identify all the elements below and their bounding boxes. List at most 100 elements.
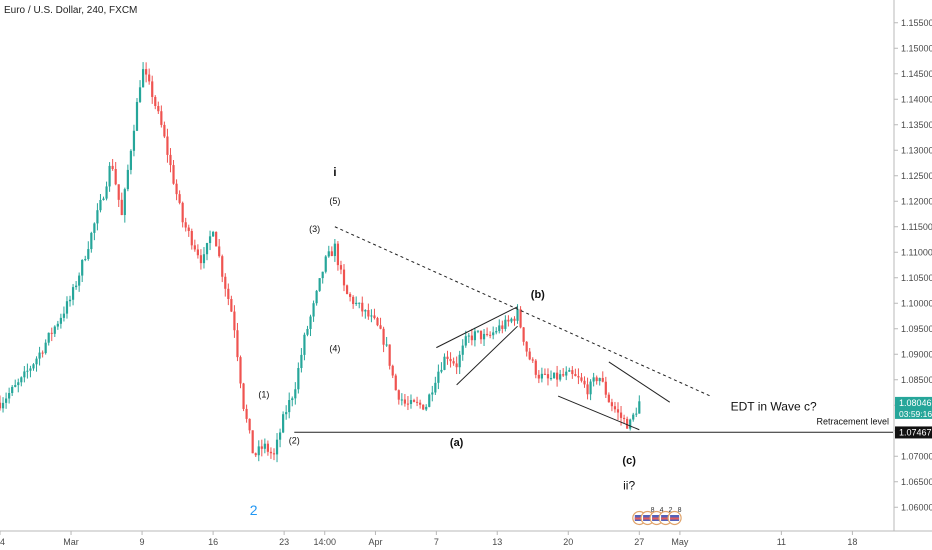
candle-body bbox=[574, 374, 577, 377]
candle-body bbox=[87, 249, 90, 260]
candle-body bbox=[123, 189, 126, 216]
candle-body bbox=[464, 336, 467, 346]
candle-body bbox=[62, 313, 66, 318]
candle-body bbox=[288, 400, 291, 413]
price-tick-label: 1.09000 bbox=[901, 349, 932, 359]
candle-body bbox=[126, 169, 129, 190]
candle-body bbox=[543, 373, 547, 375]
candle-body bbox=[35, 358, 38, 365]
candle-body bbox=[409, 400, 413, 404]
candle-body bbox=[129, 150, 133, 170]
candle-body bbox=[540, 373, 543, 379]
candle-body bbox=[519, 309, 522, 328]
candle-body bbox=[440, 369, 443, 372]
candle-body bbox=[586, 384, 589, 395]
candle-body bbox=[184, 222, 187, 228]
price-tick-label: 1.11500 bbox=[901, 222, 932, 232]
candle-body bbox=[327, 251, 330, 257]
price-tick-label: 1.12000 bbox=[901, 196, 932, 206]
candle-body bbox=[361, 302, 364, 312]
candle-body bbox=[120, 199, 123, 216]
candle-body bbox=[601, 377, 604, 382]
candle-body bbox=[592, 377, 595, 382]
candle-body bbox=[504, 319, 507, 329]
candle-body bbox=[352, 296, 355, 305]
candle-body bbox=[242, 383, 245, 409]
candle-body bbox=[297, 368, 300, 390]
candle-body bbox=[443, 356, 446, 370]
wave-label: (3) bbox=[309, 224, 320, 234]
price-tag-value: 1.08046 bbox=[899, 398, 932, 408]
candle-body bbox=[552, 372, 556, 379]
candle-body bbox=[632, 414, 635, 420]
candle-body bbox=[285, 412, 288, 415]
wave-label: (a) bbox=[450, 437, 464, 449]
candle-body bbox=[84, 259, 87, 261]
candle-body bbox=[312, 303, 315, 317]
candle-body bbox=[531, 359, 534, 361]
candle-body bbox=[71, 287, 75, 300]
event-flag-band bbox=[661, 517, 671, 520]
price-tick-label: 1.09500 bbox=[901, 324, 932, 334]
candle-body bbox=[537, 374, 540, 379]
candle-body bbox=[379, 325, 382, 329]
candle-body bbox=[458, 354, 461, 368]
price-tick-label: 1.12500 bbox=[901, 171, 932, 181]
candle-body bbox=[172, 165, 175, 184]
candle-body bbox=[282, 414, 285, 433]
time-tick-label: Mar bbox=[63, 537, 79, 547]
time-tick-label: 18 bbox=[847, 537, 857, 547]
candle-body bbox=[269, 451, 273, 454]
candle-body bbox=[525, 341, 528, 352]
candle-body bbox=[394, 375, 397, 391]
candle-body bbox=[14, 385, 17, 387]
candle-body bbox=[400, 399, 403, 401]
candle-body bbox=[367, 310, 370, 317]
candle-body bbox=[44, 342, 47, 354]
event-flag-band bbox=[634, 517, 644, 520]
resistance-trendline bbox=[334, 226, 711, 397]
candle-body bbox=[114, 168, 117, 185]
candle-body bbox=[358, 302, 361, 304]
candle-body bbox=[336, 243, 340, 266]
candle-body bbox=[321, 271, 324, 279]
price-tick-label: 1.10500 bbox=[901, 273, 932, 283]
candle-body bbox=[607, 394, 610, 403]
candle-body bbox=[221, 256, 224, 277]
candle-body bbox=[111, 165, 114, 169]
candle-body bbox=[17, 382, 20, 386]
candle-body bbox=[41, 352, 44, 354]
candle-body bbox=[546, 374, 550, 379]
candle-body bbox=[154, 96, 157, 107]
time-tick-label: 9 bbox=[140, 537, 145, 547]
wave-label: i bbox=[333, 165, 336, 179]
candle-body bbox=[224, 276, 227, 289]
candle-body bbox=[342, 269, 346, 286]
candle-body bbox=[333, 243, 336, 257]
time-tick-label: 24 bbox=[0, 537, 5, 547]
candle-body bbox=[638, 401, 641, 414]
candle-body bbox=[473, 331, 477, 341]
candle-body bbox=[446, 356, 449, 359]
event-flag-band bbox=[643, 517, 653, 520]
candle-body bbox=[208, 236, 212, 244]
candle-body bbox=[117, 184, 120, 200]
candle-body bbox=[339, 265, 343, 270]
candle-body bbox=[227, 288, 230, 300]
time-tick-label: Apr bbox=[368, 537, 382, 547]
candle-body bbox=[190, 231, 193, 246]
candle-body bbox=[157, 106, 160, 112]
price-tag-countdown: 03:59:16 bbox=[899, 409, 932, 419]
candle-body bbox=[516, 309, 519, 321]
price-tick-label: 1.15000 bbox=[901, 43, 932, 53]
price-tick-label: 1.07000 bbox=[901, 451, 932, 461]
time-tick-label: 7 bbox=[434, 537, 439, 547]
candle-body bbox=[181, 202, 184, 223]
chart-title: Euro / U.S. Dollar, 240, FXCM bbox=[4, 5, 137, 16]
candle-body bbox=[309, 316, 312, 329]
candle-body bbox=[239, 357, 242, 384]
candle-body bbox=[461, 345, 464, 355]
candle-body bbox=[65, 301, 69, 314]
price-tag-box bbox=[895, 396, 932, 419]
